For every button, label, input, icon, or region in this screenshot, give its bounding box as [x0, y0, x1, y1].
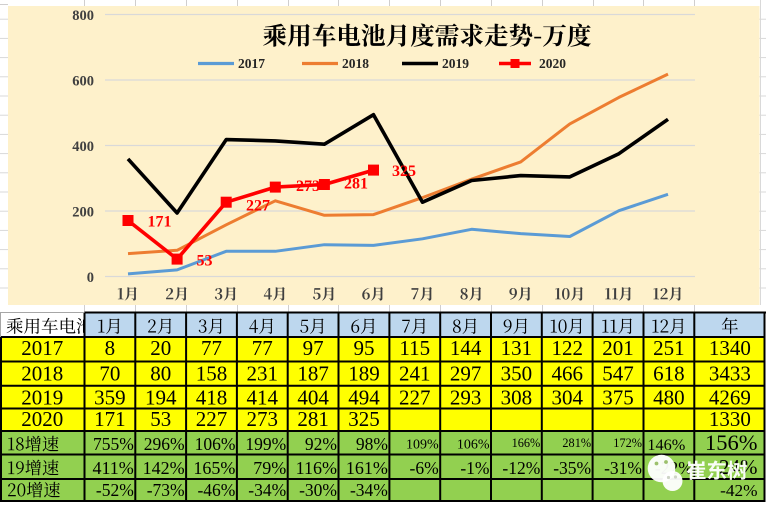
svg-text:2020: 2020 — [539, 56, 566, 71]
svg-text:-73%: -73% — [147, 480, 185, 500]
svg-text:350: 350 — [501, 362, 533, 386]
svg-text:2018: 2018 — [342, 56, 369, 71]
svg-text:165%: 165% — [193, 458, 235, 478]
svg-text:166%: 166% — [512, 436, 541, 450]
svg-text:800: 800 — [72, 8, 94, 24]
svg-text:296%: 296% — [144, 434, 185, 454]
svg-text:2017: 2017 — [238, 56, 265, 71]
svg-text:194: 194 — [145, 386, 177, 410]
svg-text:116%: 116% — [296, 458, 337, 478]
svg-text:171: 171 — [94, 407, 126, 431]
svg-text:1340: 1340 — [709, 336, 751, 360]
svg-text:70: 70 — [99, 362, 120, 386]
svg-text:-31%: -31% — [604, 458, 642, 478]
svg-text:53: 53 — [150, 407, 171, 431]
svg-text:189: 189 — [348, 362, 380, 386]
svg-text:227: 227 — [246, 198, 270, 215]
svg-text:325: 325 — [392, 163, 416, 180]
svg-text:-6%: -6% — [410, 458, 439, 478]
svg-text:755%: 755% — [93, 434, 134, 454]
svg-text:251: 251 — [653, 336, 685, 360]
svg-text:-35%: -35% — [553, 458, 591, 478]
svg-text:-12%: -12% — [502, 458, 540, 478]
svg-text:200: 200 — [72, 204, 94, 220]
svg-text:0: 0 — [87, 270, 94, 286]
svg-text:618: 618 — [653, 362, 685, 386]
svg-text:106%: 106% — [195, 434, 236, 454]
svg-text:-46%: -46% — [197, 480, 235, 500]
svg-text:156%: 156% — [705, 430, 758, 455]
svg-text:-42%: -42% — [720, 481, 757, 500]
svg-text:77: 77 — [252, 336, 273, 360]
svg-text:227: 227 — [399, 386, 431, 410]
svg-text:293: 293 — [450, 386, 482, 410]
svg-text:4269: 4269 — [709, 386, 751, 410]
svg-text:-34%: -34% — [350, 480, 388, 500]
svg-text:359: 359 — [94, 386, 126, 410]
svg-text:241: 241 — [399, 362, 431, 386]
svg-text:466: 466 — [551, 362, 583, 386]
svg-text:325: 325 — [348, 407, 380, 431]
svg-text:411%: 411% — [92, 458, 133, 478]
svg-text:79%: 79% — [253, 458, 286, 478]
svg-text:115: 115 — [399, 336, 430, 360]
svg-text:600: 600 — [72, 73, 94, 89]
svg-text:418: 418 — [196, 386, 228, 410]
svg-text:158: 158 — [196, 362, 228, 386]
svg-text:146%: 146% — [647, 435, 685, 454]
svg-text:308: 308 — [501, 386, 533, 410]
svg-text:131: 131 — [501, 336, 533, 360]
svg-text:547: 547 — [602, 362, 634, 386]
svg-text:400: 400 — [72, 139, 94, 155]
svg-text:375: 375 — [602, 386, 634, 410]
svg-text:480: 480 — [653, 386, 685, 410]
svg-text:53: 53 — [197, 253, 213, 270]
svg-text:297: 297 — [450, 362, 482, 386]
svg-text:281: 281 — [344, 175, 368, 192]
svg-text:-34%: -34% — [248, 480, 286, 500]
svg-text:20: 20 — [150, 336, 171, 360]
svg-text:201: 201 — [602, 336, 634, 360]
svg-text:172%: 172% — [613, 436, 642, 450]
svg-text:414: 414 — [247, 386, 279, 410]
svg-text:98%: 98% — [356, 434, 388, 454]
svg-text:231: 231 — [247, 362, 279, 386]
svg-text:273: 273 — [247, 407, 279, 431]
svg-text:-52%: -52% — [96, 480, 134, 500]
svg-text:161%: 161% — [346, 458, 388, 478]
svg-text:199%: 199% — [245, 434, 286, 454]
svg-text:404: 404 — [297, 386, 329, 410]
svg-text:2019: 2019 — [442, 56, 469, 71]
svg-text:2018: 2018 — [21, 362, 63, 386]
svg-text:-30%: -30% — [299, 480, 337, 500]
svg-text:-1%: -1% — [460, 458, 489, 478]
svg-text:281: 281 — [297, 407, 329, 431]
svg-text:77: 77 — [201, 336, 222, 360]
svg-text:109%: 109% — [406, 438, 439, 453]
svg-text:2019: 2019 — [21, 386, 63, 410]
svg-text:3433: 3433 — [709, 362, 751, 386]
svg-text:80: 80 — [150, 362, 171, 386]
svg-text:92%: 92% — [305, 434, 337, 454]
svg-text:494: 494 — [348, 386, 380, 410]
svg-text:142%: 142% — [143, 458, 185, 478]
svg-text:304: 304 — [551, 386, 583, 410]
svg-text:122: 122 — [551, 336, 583, 360]
svg-text:97: 97 — [303, 336, 324, 360]
svg-text:227: 227 — [196, 407, 228, 431]
svg-text:2020: 2020 — [21, 407, 63, 431]
svg-text:144: 144 — [450, 336, 482, 360]
svg-text:95: 95 — [353, 336, 374, 360]
svg-text:106%: 106% — [457, 438, 490, 453]
svg-text:187: 187 — [297, 362, 329, 386]
svg-text:171: 171 — [148, 213, 172, 230]
svg-text:8: 8 — [105, 336, 116, 360]
svg-text:2017: 2017 — [21, 336, 63, 360]
svg-text:281%: 281% — [562, 436, 591, 450]
svg-text:1330: 1330 — [709, 407, 751, 431]
